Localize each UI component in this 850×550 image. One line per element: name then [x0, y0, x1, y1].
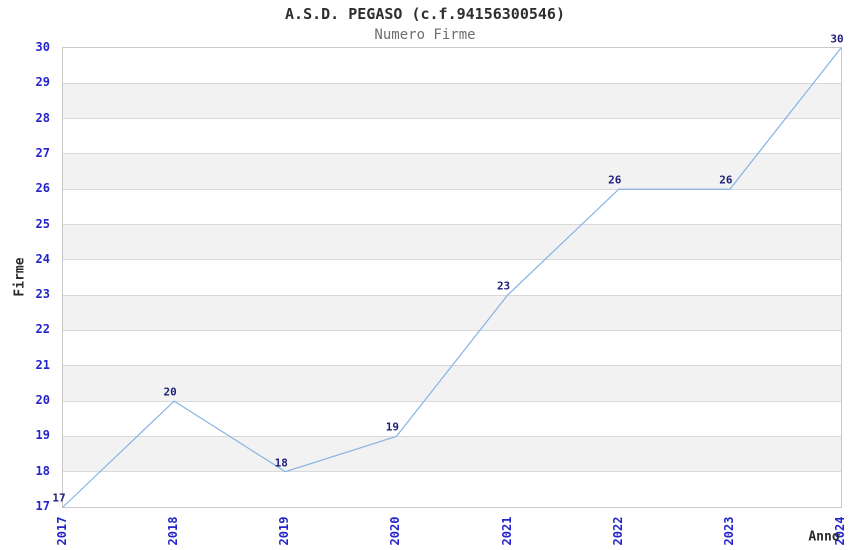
y-tick-label: 20	[35, 393, 50, 408]
x-tick-label: 2017	[55, 516, 69, 546]
x-tick-label: 2020	[388, 516, 403, 546]
plot-band	[63, 48, 841, 84]
plot-band	[63, 436, 841, 472]
plot-band	[63, 189, 841, 225]
y-tick-label: 28	[35, 110, 50, 125]
plot-band	[63, 295, 841, 331]
gridline	[63, 82, 841, 84]
plot-area: 17 20 18 19 23 26 26 30	[52, 33, 844, 508]
plot-band	[63, 118, 841, 154]
gridline	[63, 259, 841, 261]
y-tick-label: 30	[35, 40, 50, 54]
gridline	[63, 400, 841, 402]
plot-band	[63, 153, 841, 190]
plot-band	[63, 401, 841, 437]
plot-band	[63, 224, 841, 260]
x-tick-label: 2019	[277, 516, 292, 546]
gridline	[63, 329, 841, 331]
x-tick-label: 2022	[610, 516, 625, 546]
plot-band	[63, 365, 841, 402]
plot-band	[63, 259, 841, 296]
data-label: 17	[52, 491, 66, 505]
line-series	[62, 47, 842, 508]
gridline	[63, 153, 841, 155]
y-tick-label: 22	[35, 322, 50, 337]
x-tick-label: 2023	[721, 516, 736, 546]
gridline	[63, 435, 841, 437]
plot-band	[63, 330, 841, 366]
y-tick-label: 27	[35, 145, 50, 160]
y-axis-title: Firme	[12, 256, 28, 297]
gridline	[63, 188, 841, 190]
y-tick-label: 23	[35, 287, 50, 302]
y-tick-label: 21	[35, 357, 50, 372]
data-label: 18	[274, 456, 288, 470]
data-label: 19	[385, 420, 400, 434]
data-label: 23	[496, 279, 511, 293]
chart-subtitle: Numero Firme	[374, 27, 476, 43]
y-tick-label: 17	[35, 499, 50, 513]
series-polyline	[62, 47, 842, 508]
data-label: 30	[830, 32, 844, 46]
plot-band	[63, 471, 841, 507]
data-label: 20	[163, 385, 177, 399]
y-tick-label: 29	[35, 75, 50, 90]
x-tick-label: 2021	[499, 516, 514, 546]
x-tick-label: 2018	[166, 516, 181, 546]
y-tick-label: 19	[35, 428, 50, 443]
gridline	[63, 224, 841, 226]
gridline	[63, 294, 841, 296]
y-tick-label: 18	[35, 463, 50, 478]
gridline	[63, 118, 841, 120]
gridline	[63, 471, 841, 473]
chart-title: A.S.D. PEGASO (c.f.94156300546)	[285, 5, 565, 23]
x-axis-title: Anno	[808, 529, 840, 545]
plot-band	[63, 83, 841, 119]
y-tick-label: 25	[35, 216, 50, 231]
data-label: 26	[719, 173, 733, 187]
y-tick-label: 26	[35, 181, 50, 196]
data-label: 26	[608, 173, 622, 187]
y-tick-label: 24	[35, 251, 50, 266]
